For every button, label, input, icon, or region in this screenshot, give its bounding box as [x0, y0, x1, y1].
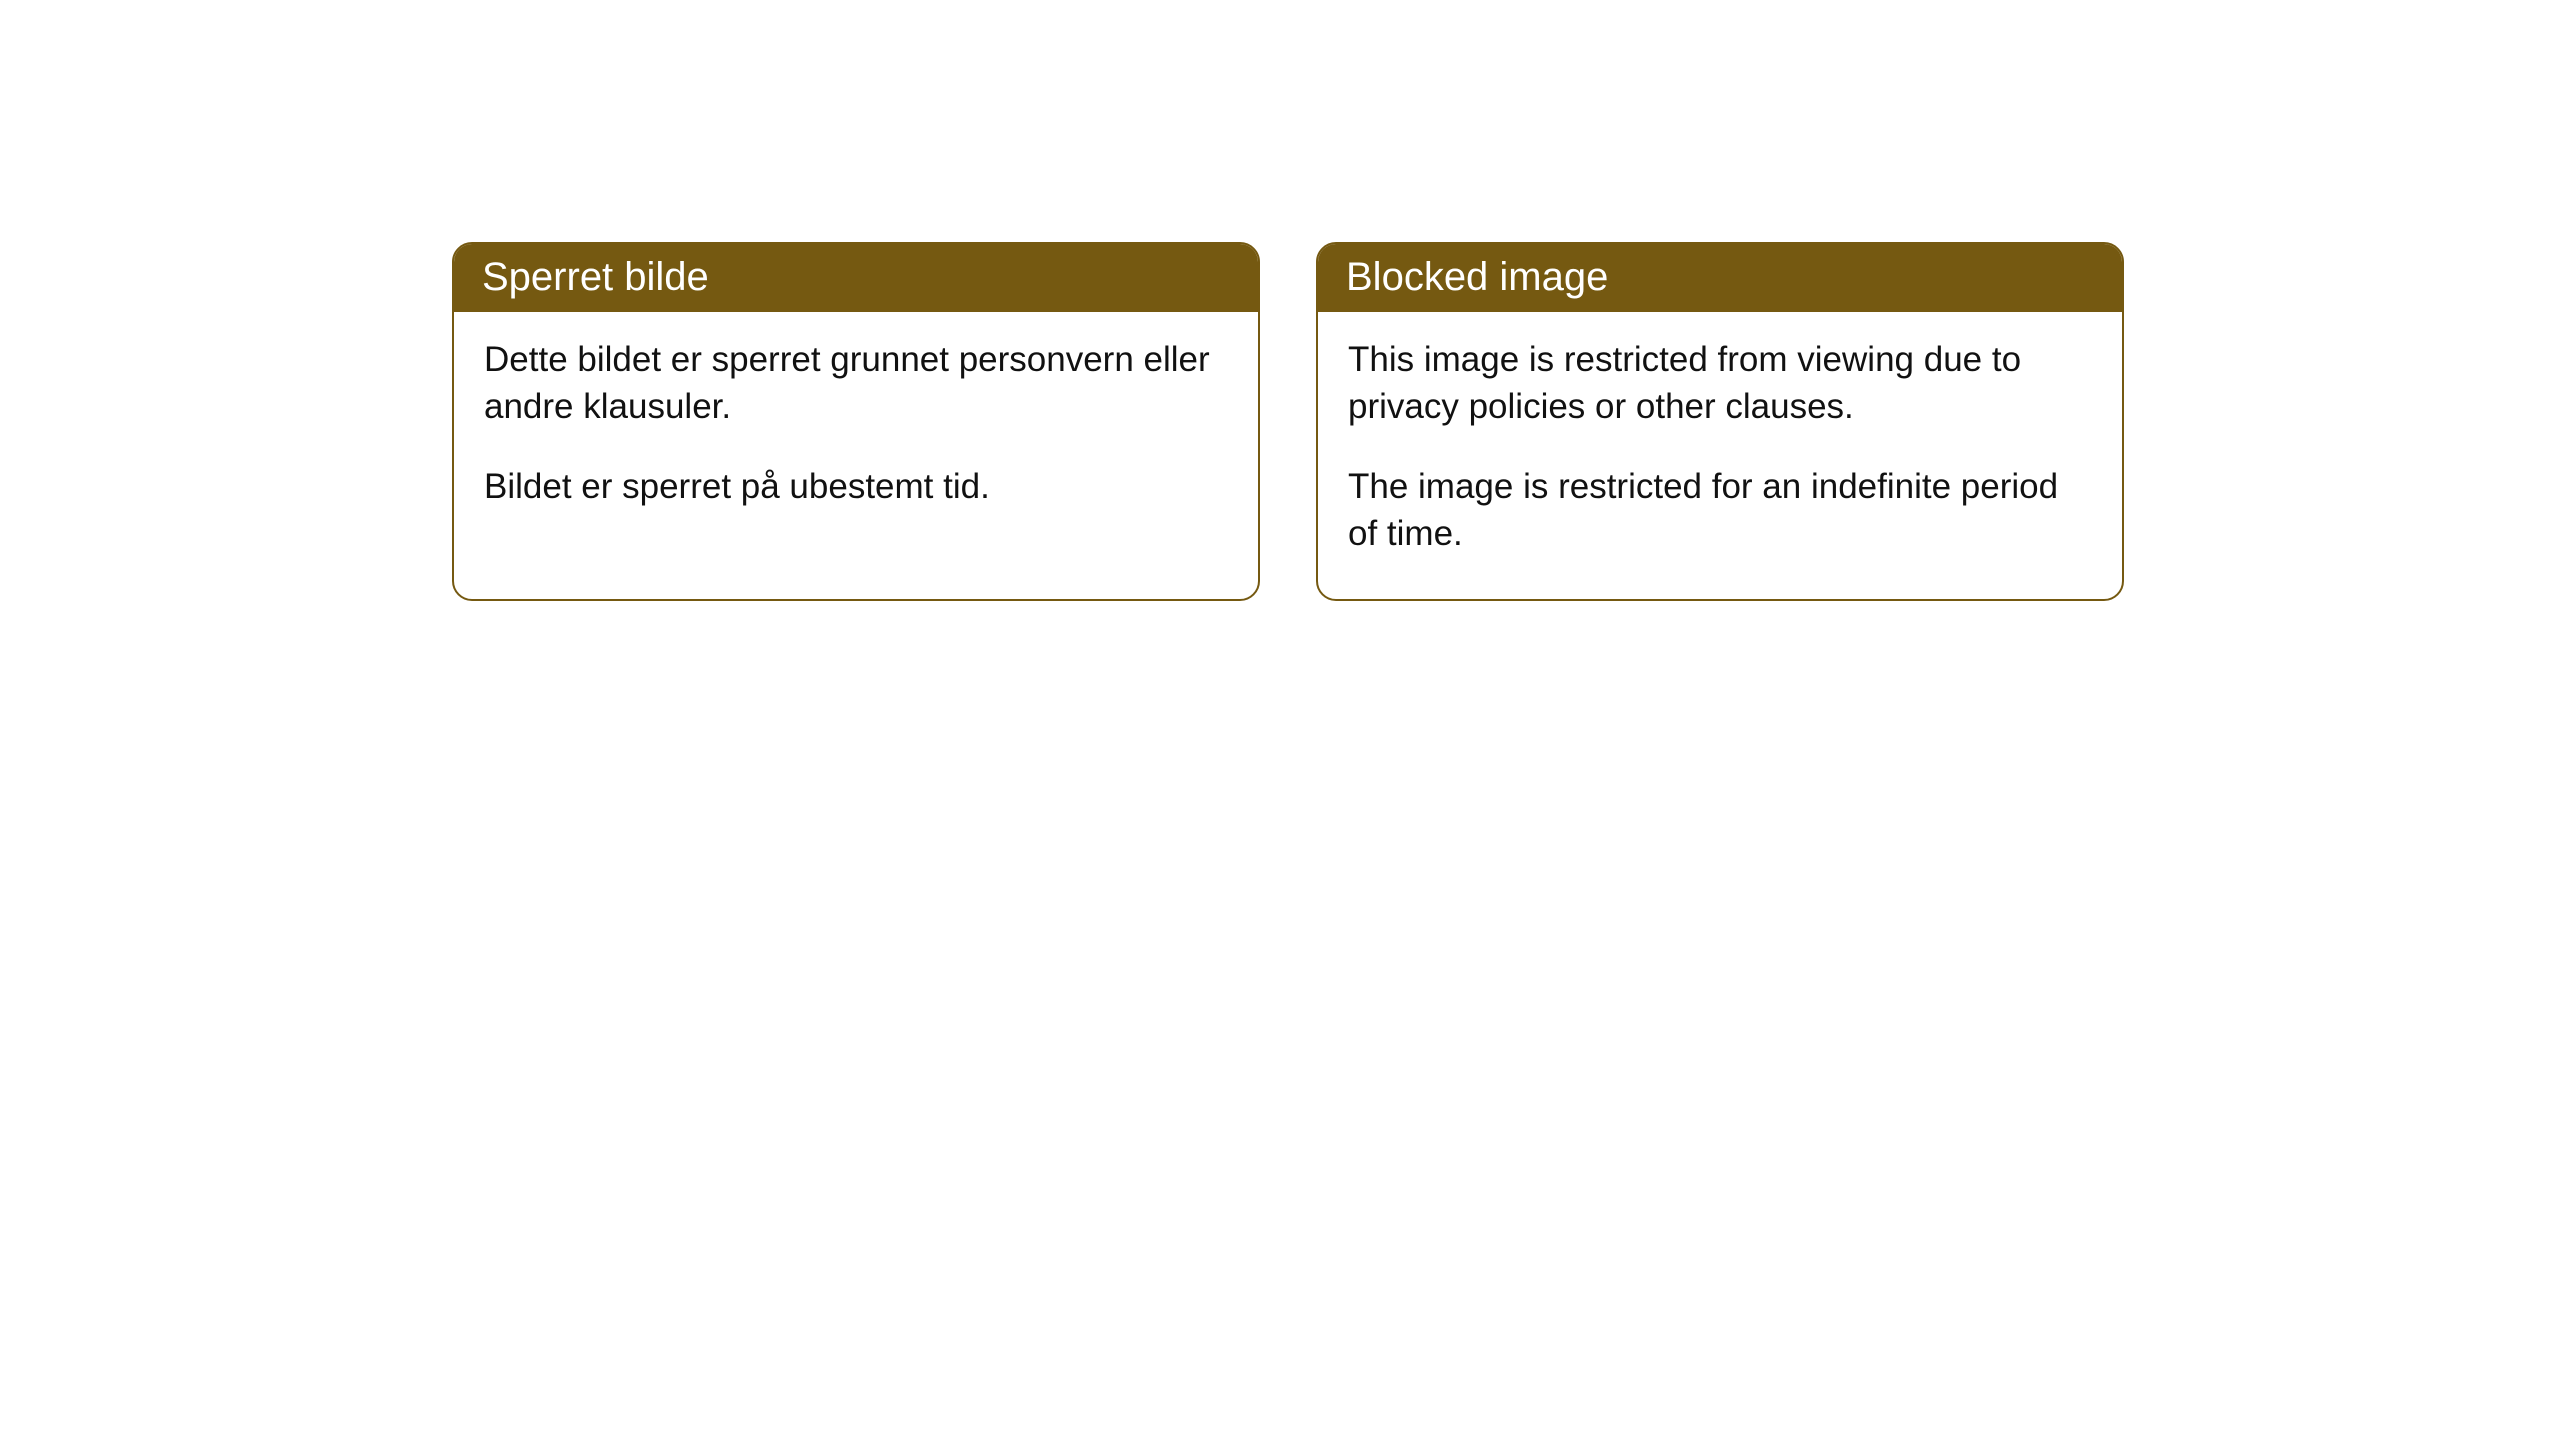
- card-body: Dette bildet er sperret grunnet personve…: [454, 312, 1258, 552]
- card-paragraph: Bildet er sperret på ubestemt tid.: [484, 463, 1228, 510]
- card-header: Blocked image: [1318, 244, 2122, 312]
- card-header: Sperret bilde: [454, 244, 1258, 312]
- notice-cards-container: Sperret bilde Dette bildet er sperret gr…: [0, 0, 2560, 601]
- card-body: This image is restricted from viewing du…: [1318, 312, 2122, 599]
- card-paragraph: This image is restricted from viewing du…: [1348, 336, 2092, 431]
- card-title: Sperret bilde: [482, 255, 709, 299]
- notice-card-english: Blocked image This image is restricted f…: [1316, 242, 2124, 601]
- card-paragraph: The image is restricted for an indefinit…: [1348, 463, 2092, 558]
- card-title: Blocked image: [1346, 255, 1608, 299]
- card-paragraph: Dette bildet er sperret grunnet personve…: [484, 336, 1228, 431]
- notice-card-norwegian: Sperret bilde Dette bildet er sperret gr…: [452, 242, 1260, 601]
